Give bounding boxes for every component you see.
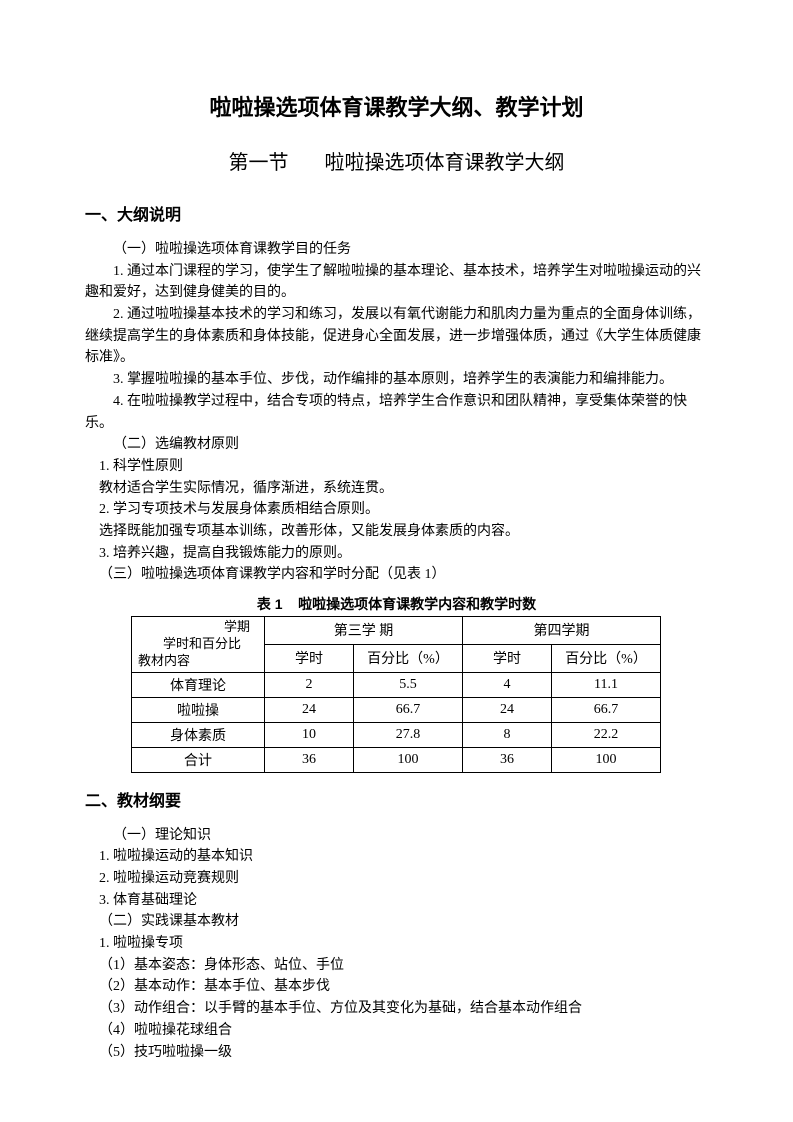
row-name: 身体素质 (132, 722, 265, 747)
para-1-2-2b: 选择既能加强专项基本训练，改善形体，又能发展身体素质的内容。 (85, 521, 708, 543)
para-2-l3: 3. 体育基础理论 (85, 890, 708, 912)
para-1-2: 2. 通过啦啦操基本技术的学习和练习，发展以有氧代谢能力和肌肉力量为重点的全面身… (85, 304, 708, 369)
table-row: 身体素质 10 27.8 8 22.2 (132, 722, 661, 747)
row-name: 合计 (132, 747, 265, 772)
cell: 4 (463, 672, 552, 697)
sub-heading-2-2: （二）实践课基本教材 (85, 911, 708, 933)
corner-mid: 学时和百分比 (138, 636, 258, 653)
subtitle-label: 第一节 (229, 146, 289, 175)
para-2-l1: 1. 啦啦操运动的基本知识 (85, 846, 708, 868)
para-1-3: 3. 掌握啦啦操的基本手位、步伐，动作编排的基本原则，培养学生的表演能力和编排能… (85, 369, 708, 391)
col-hours-1: 学时 (265, 644, 354, 672)
table-caption: 表 1 啦啦操选项体育课教学内容和教学时数 (85, 594, 708, 614)
table-header-row-1: 学期 学时和百分比 教材内容 第三学 期 第四学期 (132, 617, 661, 645)
page-title: 啦啦操选项体育课教学大纲、教学计划 (85, 90, 708, 122)
cell: 24 (265, 697, 354, 722)
cell: 8 (463, 722, 552, 747)
cell: 10 (265, 722, 354, 747)
subtitle-text: 啦啦操选项体育课教学大纲 (325, 152, 565, 174)
cell: 66.7 (354, 697, 463, 722)
para-2-m1c: （3）动作组合：以手臂的基本手位、方位及其变化为基础，结合基本动作组合 (85, 998, 708, 1020)
heading-outline-1: 一、大纲说明 (85, 201, 708, 225)
sub-heading-2-1: （一）理论知识 (85, 825, 708, 847)
para-1-2-2: 2. 学习专项技术与发展身体素质相结合原则。 (85, 499, 708, 521)
col-pct-2: 百分比（%） (552, 644, 661, 672)
para-2-m1e: （5）技巧啦啦操一级 (85, 1042, 708, 1064)
table-caption-label: 表 1 (257, 596, 283, 612)
col-hours-2: 学时 (463, 644, 552, 672)
sub-heading-1-2: （二）选编教材原则 (85, 434, 708, 456)
hours-table: 学期 学时和百分比 教材内容 第三学 期 第四学期 学时 百分比（%） 学时 百… (131, 616, 661, 773)
row-name: 啦啦操 (132, 697, 265, 722)
section-subtitle: 第一节 啦啦操选项体育课教学大纲 (85, 146, 708, 175)
cell: 27.8 (354, 722, 463, 747)
para-1-2-1: 1. 科学性原则 (85, 456, 708, 478)
para-2-m1d: （4）啦啦操花球组合 (85, 1020, 708, 1042)
cell: 100 (552, 747, 661, 772)
table-caption-text: 啦啦操选项体育课教学内容和教学时数 (298, 596, 536, 612)
col-pct-1: 百分比（%） (354, 644, 463, 672)
para-1-2-1b: 教材适合学生实际情况，循序渐进，系统连贯。 (85, 478, 708, 500)
row-name: 体育理论 (132, 672, 265, 697)
cell: 5.5 (354, 672, 463, 697)
para-1-2-3: 3. 培养兴趣，提高自我锻炼能力的原则。 (85, 543, 708, 565)
para-1-4: 4. 在啦啦操教学过程中，结合专项的特点，培养学生合作意识和团队精神，享受集体荣… (85, 391, 708, 434)
table-row: 合计 36 100 36 100 (132, 747, 661, 772)
sub-heading-1-3: （三）啦啦操选项体育课教学内容和学时分配（见表 1） (85, 564, 708, 586)
heading-outline-2: 二、教材纲要 (85, 787, 708, 811)
table-corner-cell: 学期 学时和百分比 教材内容 (132, 617, 265, 673)
cell: 36 (265, 747, 354, 772)
para-2-m1: 1. 啦啦操专项 (85, 933, 708, 955)
cell: 100 (354, 747, 463, 772)
table-row: 啦啦操 24 66.7 24 66.7 (132, 697, 661, 722)
para-2-m1a: （1）基本姿态：身体形态、站位、手位 (85, 955, 708, 977)
para-2-m1b: （2）基本动作：基本手位、基本步伐 (85, 976, 708, 998)
col-sem3: 第三学 期 (265, 617, 463, 645)
cell: 36 (463, 747, 552, 772)
para-2-l2: 2. 啦啦操运动竞赛规则 (85, 868, 708, 890)
cell: 2 (265, 672, 354, 697)
cell: 24 (463, 697, 552, 722)
cell: 22.2 (552, 722, 661, 747)
cell: 11.1 (552, 672, 661, 697)
table-row: 体育理论 2 5.5 4 11.1 (132, 672, 661, 697)
col-sem4: 第四学期 (463, 617, 661, 645)
document-page: 啦啦操选项体育课教学大纲、教学计划 第一节 啦啦操选项体育课教学大纲 一、大纲说明… (0, 0, 793, 1122)
corner-top: 学期 (138, 619, 258, 636)
corner-bottom: 教材内容 (138, 653, 258, 670)
cell: 66.7 (552, 697, 661, 722)
para-1-1: 1. 通过本门课程的学习，使学生了解啦啦操的基本理论、基本技术，培养学生对啦啦操… (85, 261, 708, 304)
sub-heading-1-1: （一）啦啦操选项体育课教学目的任务 (85, 239, 708, 261)
